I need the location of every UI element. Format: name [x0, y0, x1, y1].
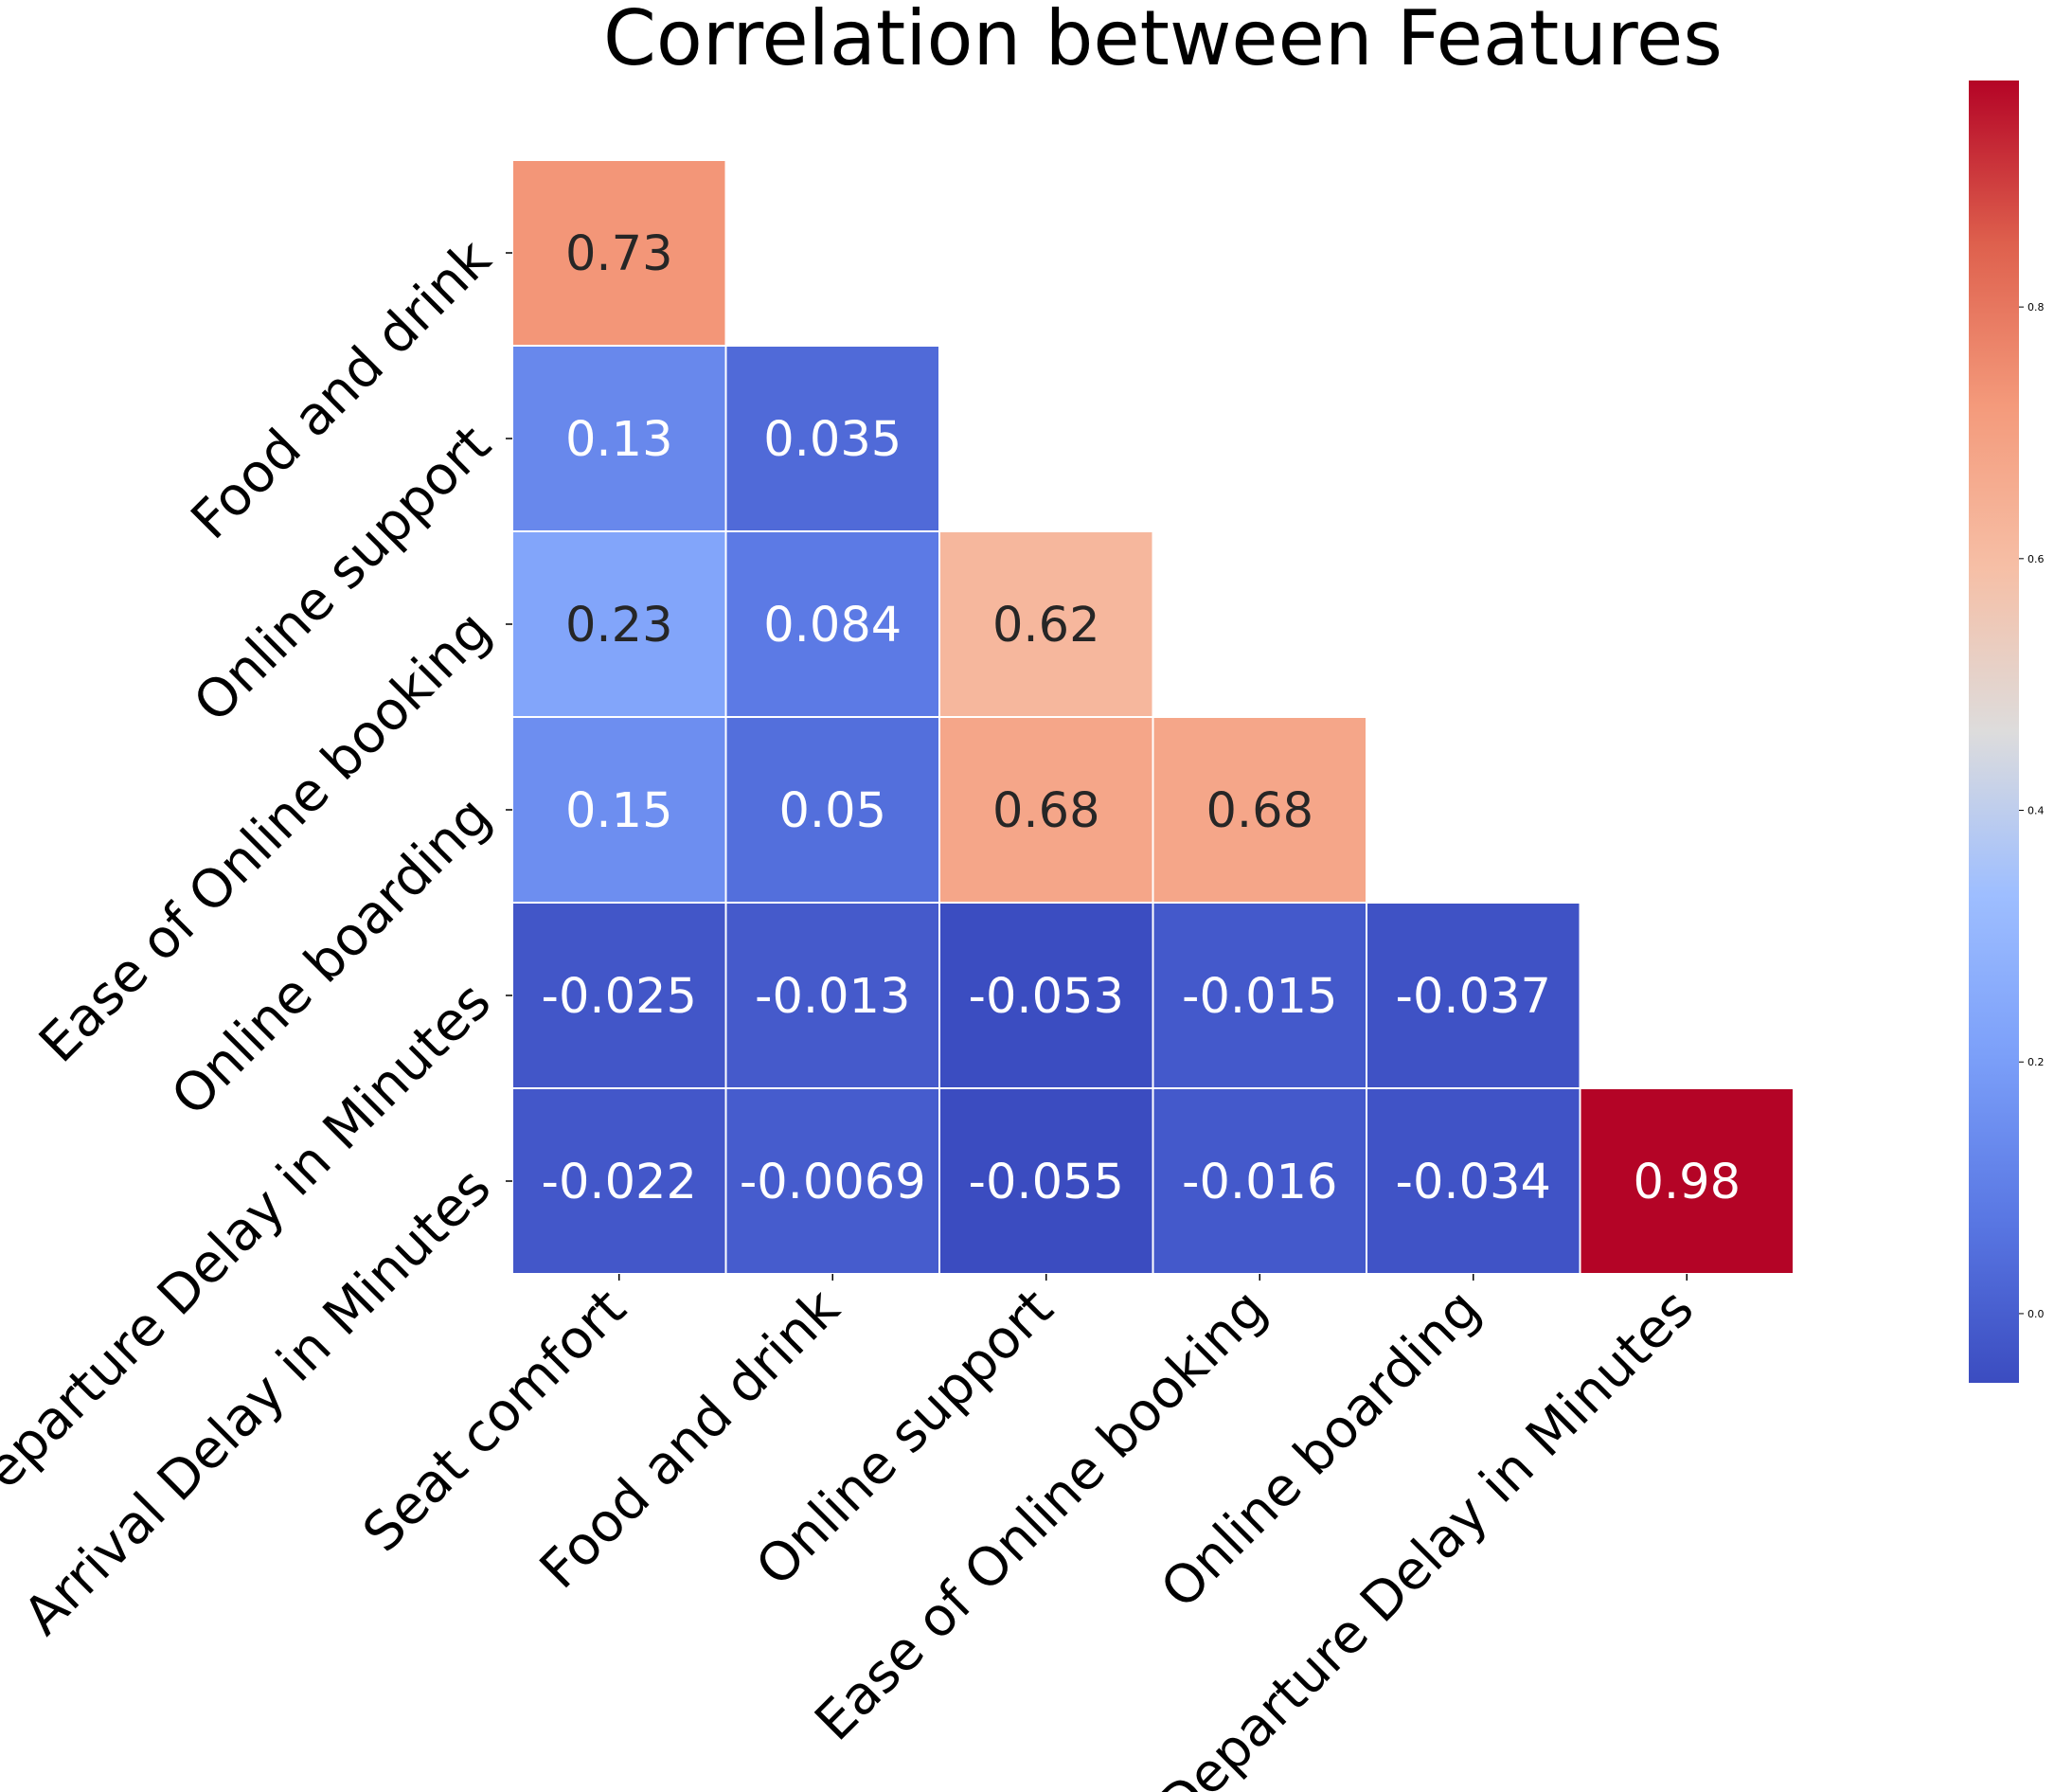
cell-value-label: -0.037	[1396, 969, 1551, 1025]
cell-value-label: -0.015	[1182, 969, 1337, 1025]
cell-value-label: 0.15	[565, 783, 673, 839]
heatmap-cell	[511, 159, 727, 347]
heatmap-cell	[724, 530, 940, 718]
cell-value-label: 0.68	[1206, 783, 1313, 839]
cell-value-label: -0.022	[542, 1155, 697, 1210]
heatmap-cell	[511, 345, 727, 532]
colorbar-tick-label: 0.6	[2027, 553, 2045, 565]
cell-value-label: -0.013	[755, 969, 910, 1025]
heatmap-cell	[724, 1087, 940, 1275]
cell-value-label: 0.084	[763, 598, 902, 654]
colorbar-tick-label: 0.2	[2027, 1056, 2045, 1068]
heatmap-cell	[938, 530, 1154, 718]
heatmap-cell	[724, 716, 940, 904]
chart-title: Correlation between Features	[603, 0, 1723, 82]
colorbar-gradient	[1969, 81, 2019, 1383]
heatmap-cell	[1152, 902, 1367, 1089]
cell-value-label: 0.23	[565, 598, 673, 654]
heatmap-cell	[1366, 1087, 1581, 1275]
cell-value-label: -0.055	[969, 1155, 1124, 1210]
heatmap-cell	[1579, 1087, 1795, 1275]
cell-value-label: -0.025	[542, 969, 697, 1025]
heatmap-cell	[1152, 716, 1367, 904]
row-tick-label: Online boarding	[160, 785, 503, 1128]
cell-value-label: 0.98	[1633, 1155, 1741, 1210]
colorbar-tick-label: 0.4	[2027, 805, 2045, 817]
cell-value-label: -0.034	[1396, 1155, 1551, 1210]
cell-value-label: 0.73	[565, 226, 673, 282]
colorbar-tick-label: 0.0	[2027, 1308, 2045, 1320]
cell-value-label: -0.016	[1182, 1155, 1337, 1210]
heatmap-cell	[1366, 902, 1581, 1089]
column-tick-label: Ease of Online booking	[804, 1278, 1279, 1753]
heatmap-cell	[938, 1087, 1154, 1275]
heatmap-cell	[724, 345, 940, 532]
cell-value-label: 0.035	[763, 412, 902, 468]
colorbar-ticks: 0.0 0.2 0.4 0.6 0.8	[2019, 301, 2045, 1320]
cell-value-label: 0.13	[565, 412, 673, 468]
heatmap-cell	[938, 902, 1154, 1089]
colorbar-tick-label: 0.8	[2027, 301, 2045, 314]
cell-value-label: 0.62	[992, 598, 1100, 654]
cell-value-label: -0.0069	[740, 1155, 926, 1210]
cell-value-label: 0.68	[992, 783, 1100, 839]
heatmap-cell	[724, 902, 940, 1089]
heatmap-cell	[511, 530, 727, 718]
cell-value-label: 0.05	[778, 783, 886, 839]
colorbar: 0.0 0.2 0.4 0.6 0.8	[1969, 81, 2045, 1383]
heatmap-cells: 0.73 0.13 0.035 0.23 0.084 0.62 0.15 0.05 0.68 0.…	[511, 159, 1795, 1275]
heatmap-cell	[1152, 1087, 1367, 1275]
cell-value-label: -0.053	[969, 969, 1124, 1025]
